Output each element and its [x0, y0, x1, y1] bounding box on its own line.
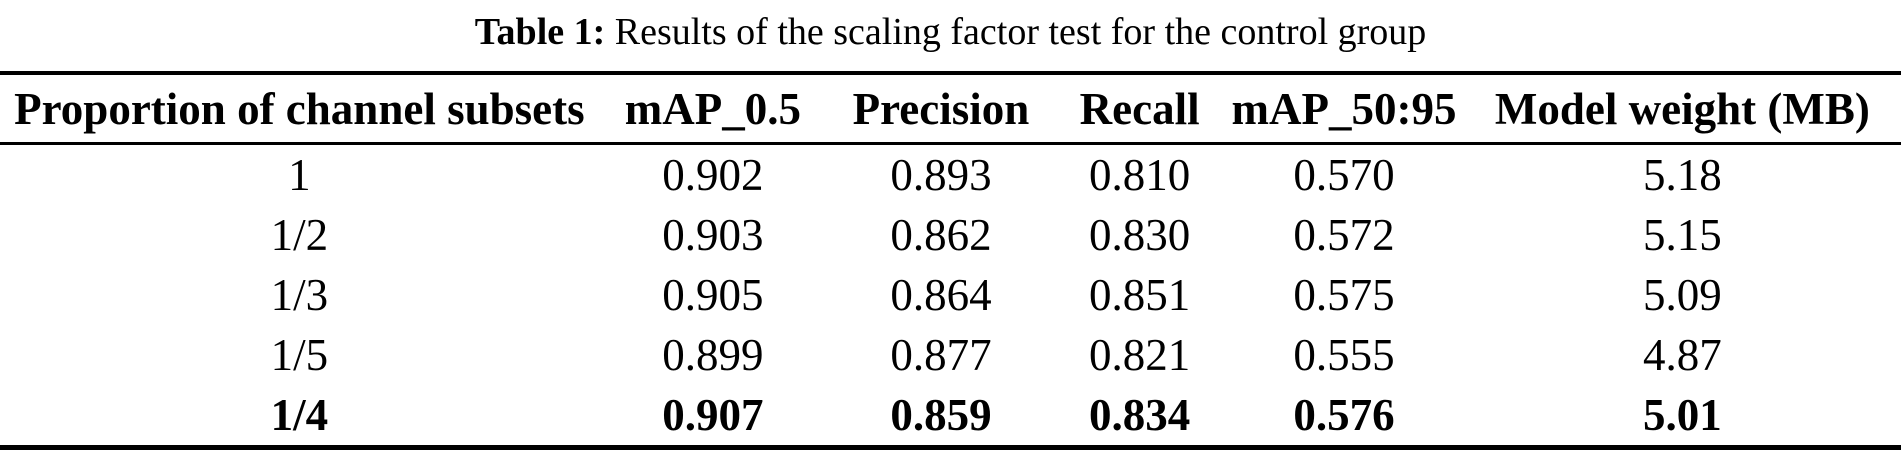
cell-model-weight: 5.01	[1642, 390, 1722, 440]
cell-recall: 0.851	[1089, 270, 1191, 320]
cell-recall: 0.821	[1089, 330, 1191, 380]
cell-proportion: 1/2	[270, 210, 329, 260]
table-row: 1/2 0.903 0.862 0.830 0.572 5.15	[0, 205, 1901, 265]
cell-map-50-95: 0.555	[1293, 330, 1395, 380]
cell-proportion: 1/4	[270, 390, 329, 440]
cell-map-50-95: 0.572	[1293, 210, 1395, 260]
table-row: 1/3 0.905 0.864 0.851 0.575 5.09	[0, 265, 1901, 325]
cell-proportion: 1	[288, 150, 311, 200]
cell-model-weight: 5.18	[1642, 150, 1722, 200]
cell-map-0-5: 0.902	[662, 150, 764, 200]
cell-map-50-95: 0.570	[1293, 150, 1395, 200]
cell-model-weight: 4.87	[1642, 330, 1722, 380]
column-header-model-weight: Model weight (MB)	[1463, 73, 1901, 145]
column-header-map-50-95: mAP_50:95	[1224, 73, 1464, 145]
cell-precision: 0.877	[890, 330, 992, 380]
cell-map-0-5: 0.905	[662, 270, 764, 320]
cell-precision: 0.864	[890, 270, 992, 320]
table-row-highlighted: 1/4 0.907 0.859 0.834 0.576 5.01	[0, 385, 1901, 448]
cell-map-50-95: 0.575	[1293, 270, 1395, 320]
table-caption-label: Table 1:	[474, 11, 606, 53]
cell-model-weight: 5.15	[1642, 210, 1722, 260]
cell-recall: 0.830	[1089, 210, 1191, 260]
cell-recall: 0.834	[1089, 390, 1191, 440]
cell-model-weight: 5.09	[1642, 270, 1722, 320]
column-header-proportion: Proportion of channel subsets	[0, 73, 599, 145]
column-header-precision: Precision	[826, 73, 1056, 145]
cell-map-0-5: 0.899	[662, 330, 764, 380]
cell-precision: 0.893	[890, 150, 992, 200]
cell-precision: 0.859	[890, 390, 992, 440]
cell-map-50-95: 0.576	[1293, 390, 1395, 440]
results-table: Proportion of channel subsets mAP_0.5 Pr…	[0, 71, 1901, 450]
cell-proportion: 1/5	[270, 330, 329, 380]
cell-precision: 0.862	[890, 210, 992, 260]
table-row: 1 0.902 0.893 0.810 0.570 5.18	[0, 144, 1901, 206]
table-row: 1/5 0.899 0.877 0.821 0.555 4.87	[0, 325, 1901, 385]
cell-recall: 0.810	[1089, 150, 1191, 200]
cell-proportion: 1/3	[270, 270, 329, 320]
header-row: Proportion of channel subsets mAP_0.5 Pr…	[0, 73, 1901, 145]
column-header-recall: Recall	[1055, 73, 1225, 145]
cell-map-0-5: 0.903	[662, 210, 764, 260]
column-header-map-0-5: mAP_0.5	[598, 73, 827, 145]
table-caption: Table 1: Results of the scaling factor t…	[0, 0, 1901, 56]
table-caption-text: Results of the scaling factor test for t…	[614, 11, 1427, 53]
cell-map-0-5: 0.907	[662, 390, 764, 440]
